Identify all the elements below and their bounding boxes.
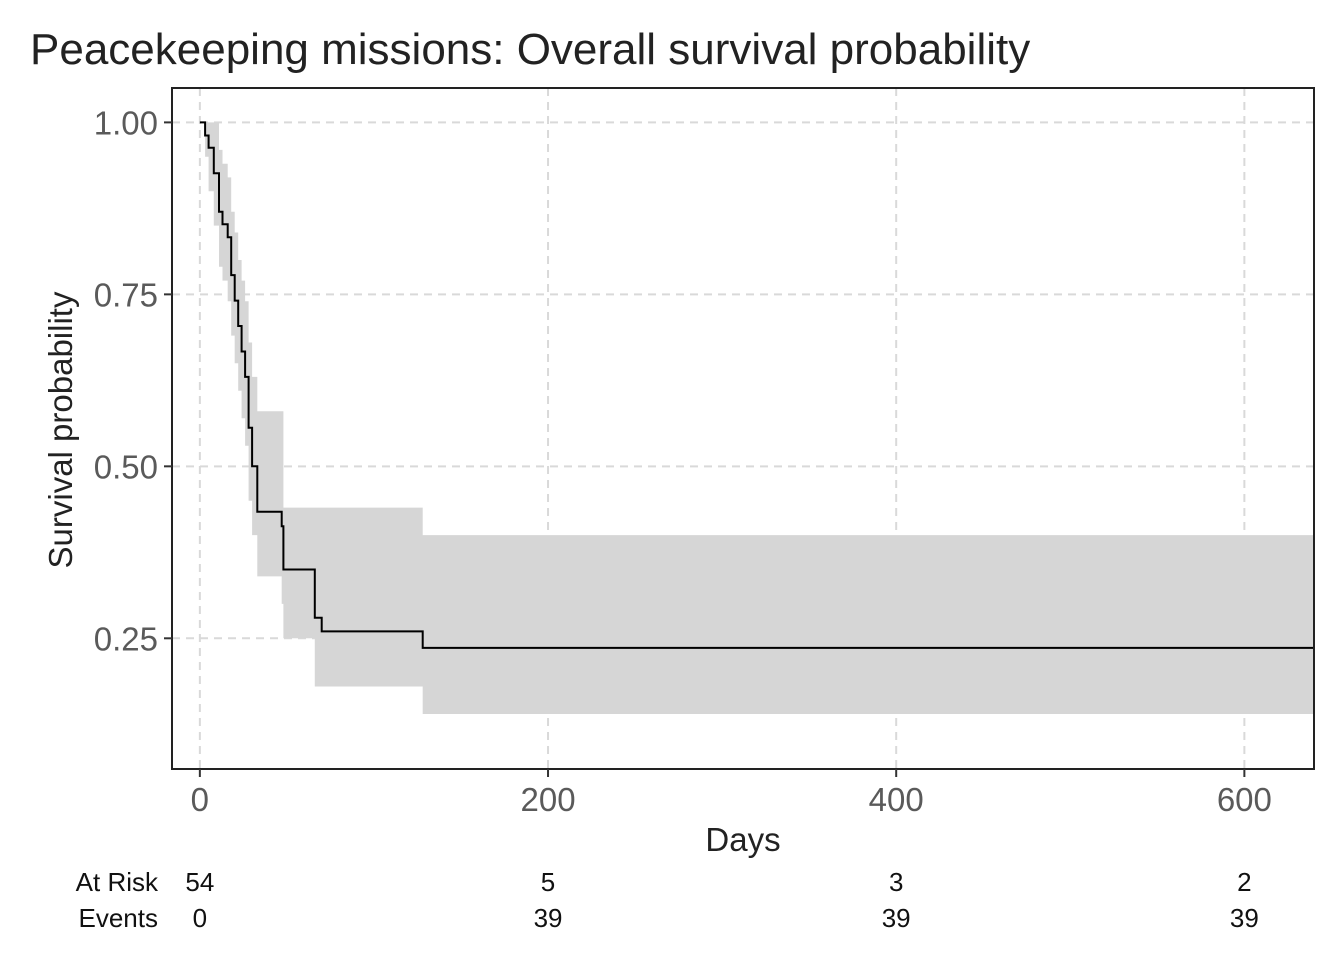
events-value: 39 xyxy=(882,903,911,933)
events-value: 39 xyxy=(1230,903,1259,933)
confidence-band xyxy=(199,122,1314,742)
y-tick-label: 0.50 xyxy=(94,448,158,485)
at-risk-value: 5 xyxy=(541,867,555,897)
x-tick-label: 400 xyxy=(869,781,924,818)
x-axis: 0 200 400 600 xyxy=(191,769,1272,818)
y-axis-title: Survival probability xyxy=(42,291,79,568)
events-value: 0 xyxy=(193,903,207,933)
risk-table-row-label: At Risk xyxy=(76,867,159,897)
risk-table-row-label: Events xyxy=(79,903,159,933)
y-tick-label: 1.00 xyxy=(94,104,158,141)
risk-table: At Risk Events 54 0 5 39 3 39 2 39 xyxy=(76,867,1259,933)
x-tick-label: 600 xyxy=(1217,781,1272,818)
y-tick-label: 0.75 xyxy=(94,276,158,313)
events-value: 39 xyxy=(534,903,563,933)
survival-curve xyxy=(199,121,1315,676)
panel-border xyxy=(171,87,1315,770)
chart-title: Peacekeeping missions: Overall survival … xyxy=(30,25,1030,74)
at-risk-value: 54 xyxy=(185,867,214,897)
plot-area xyxy=(171,87,1315,770)
x-tick-label: 200 xyxy=(520,781,575,818)
x-axis-title: Days xyxy=(705,821,780,858)
y-tick-label: 0.25 xyxy=(94,620,158,657)
x-tick-label: 0 xyxy=(191,781,209,818)
at-risk-value: 3 xyxy=(889,867,903,897)
y-axis: 0.25 0.50 0.75 1.00 xyxy=(94,104,172,657)
at-risk-value: 2 xyxy=(1237,867,1251,897)
